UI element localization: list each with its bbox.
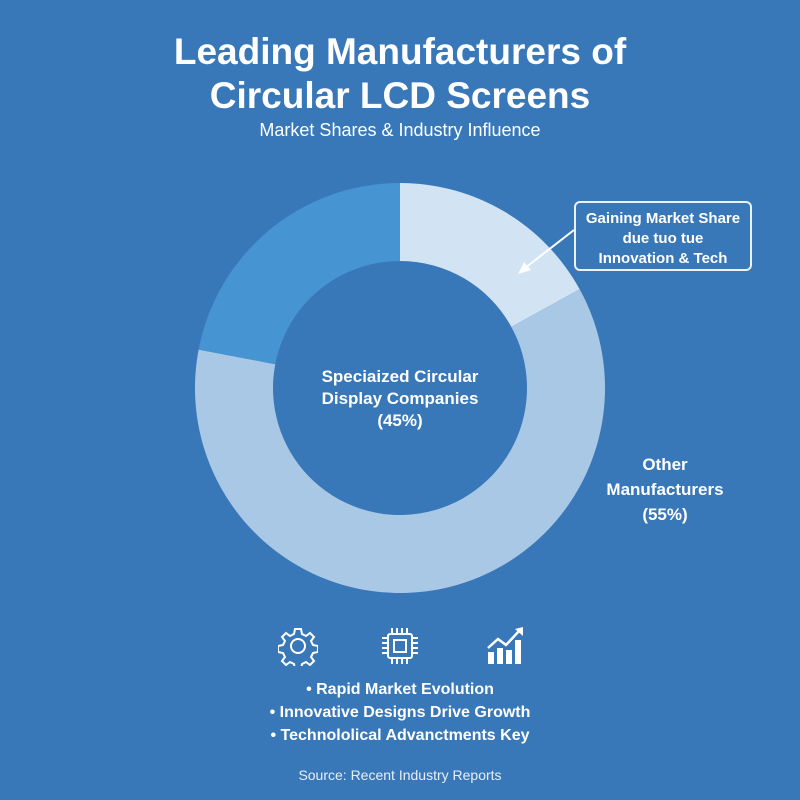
donut-segment-3 [198,183,400,365]
bullet-item: • Innovative Designs Drive Growth [269,704,531,721]
other-label-line: Other [642,455,688,474]
annotation-callout: Gaining Market Share due tuo tue Innovat… [574,201,752,271]
center-label-line: Display Companies [321,389,479,408]
other-label-percent: (55%) [642,505,688,524]
other-label-line: Manufacturers [606,480,724,499]
callout-line: Innovation & Tech [598,250,728,267]
donut-segment-1 [400,183,580,327]
title-line-1: Leading Manufacturers of [173,31,627,72]
gear-icon [278,628,318,666]
bullet-item: • Rapid Market Evolution [306,681,494,698]
title-line-2: Circular LCD Screens [209,75,591,116]
bullet-item: • Technololical Advanctments Key [270,727,530,744]
callout-line: due tuo tue [622,230,704,247]
center-label: Speciaized Circular Display Companies (4… [280,366,520,432]
key-points-list: • Rapid Market Evolution • Innovative De… [0,678,800,747]
center-label-percent: (45%) [377,411,423,430]
bullet-text: Rapid Market Evolution [316,681,494,698]
other-label: Other Manufacturers (55%) [580,452,750,527]
callout-arrowhead [518,262,531,274]
chart-title: Leading Manufacturers of Circular LCD Sc… [0,30,800,118]
chart-subtitle: Market Shares & Industry Influence [259,120,541,140]
source-note: Source: Recent Industry Reports [298,767,502,783]
donut-segment-2 [194,289,605,593]
callout-arrow [524,229,575,269]
callout-line: Gaining Market Share [585,210,741,227]
bullet-text: Innovative Designs Drive Growth [279,704,531,721]
center-label-line: Speciaized Circular [321,367,479,386]
bullet-text: Technololical Advanctments Key [280,727,530,744]
growth-chart-icon [487,627,523,664]
chip-icon [382,628,418,664]
